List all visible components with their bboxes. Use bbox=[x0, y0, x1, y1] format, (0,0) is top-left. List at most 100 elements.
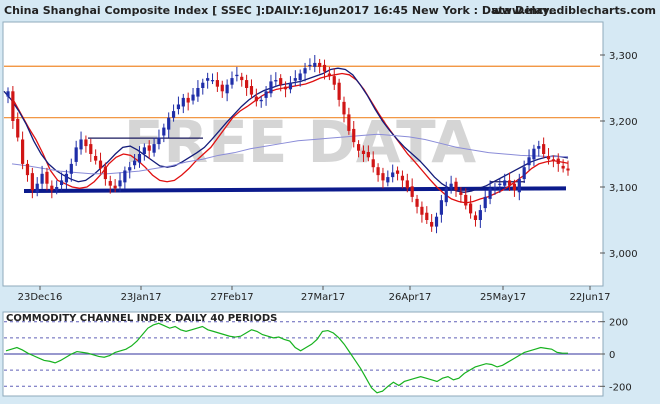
candle-body bbox=[522, 167, 526, 180]
candle-body bbox=[332, 76, 336, 85]
candle-body bbox=[469, 203, 473, 214]
candle-body bbox=[410, 186, 414, 197]
candle-body bbox=[308, 64, 312, 67]
candle-body bbox=[425, 212, 429, 220]
candle-body bbox=[142, 147, 146, 154]
candle-body bbox=[128, 167, 132, 171]
candle-body bbox=[464, 194, 468, 206]
candle-body bbox=[206, 78, 210, 81]
x-axis: 23Dec16 23Jan17 27Feb17 27Mar17 26Apr17 25May… bbox=[18, 286, 611, 303]
candle bbox=[89, 138, 93, 162]
candle-body bbox=[449, 183, 453, 189]
candle bbox=[191, 88, 195, 105]
candle-body bbox=[293, 78, 297, 81]
candle-body bbox=[391, 172, 395, 178]
candle bbox=[366, 145, 370, 162]
candle-body bbox=[454, 181, 458, 191]
candle-body bbox=[532, 148, 536, 160]
candle bbox=[371, 151, 375, 173]
candle-body bbox=[30, 173, 34, 191]
candle bbox=[25, 159, 30, 182]
candle-body bbox=[79, 139, 83, 150]
candle-body bbox=[84, 139, 88, 147]
candle bbox=[473, 211, 478, 227]
candle bbox=[395, 166, 400, 181]
x-tick-label: 23Jan17 bbox=[121, 292, 162, 303]
candle bbox=[381, 167, 385, 189]
candle bbox=[152, 137, 156, 157]
candle-body bbox=[283, 86, 288, 90]
candle bbox=[439, 194, 443, 223]
candle-body bbox=[254, 96, 258, 102]
candle-body bbox=[400, 175, 405, 181]
candle-body bbox=[352, 128, 356, 143]
candle bbox=[196, 80, 200, 102]
y-tick-label: 3,200 bbox=[609, 117, 638, 128]
candle-body bbox=[546, 155, 551, 160]
candle-body bbox=[313, 62, 317, 67]
candle-body bbox=[230, 78, 234, 85]
candle-body bbox=[133, 160, 137, 166]
candle-body bbox=[6, 91, 10, 97]
candle bbox=[123, 166, 127, 189]
candle-body bbox=[430, 221, 434, 227]
candle-body bbox=[98, 160, 103, 169]
candle bbox=[386, 170, 390, 187]
candle bbox=[210, 73, 215, 85]
candle bbox=[430, 214, 434, 232]
candle bbox=[79, 131, 83, 155]
candle-body bbox=[186, 97, 190, 103]
candle-body bbox=[288, 82, 293, 90]
candle-body bbox=[113, 185, 117, 189]
candle bbox=[142, 143, 146, 161]
site-link[interactable]: www.incrediblecharts.com bbox=[492, 4, 656, 17]
candle-body bbox=[322, 64, 327, 72]
candle-body bbox=[507, 180, 512, 186]
candle bbox=[35, 177, 39, 197]
candle-body bbox=[483, 196, 487, 209]
x-tick-label: 27Feb17 bbox=[210, 292, 253, 303]
candle-body bbox=[259, 99, 263, 102]
candle-body bbox=[274, 80, 278, 82]
candle-body bbox=[303, 68, 307, 74]
cci-y-tick-label: 0 bbox=[609, 350, 615, 361]
candle bbox=[425, 206, 429, 224]
candle-body bbox=[318, 62, 322, 67]
candle bbox=[347, 107, 351, 135]
candle bbox=[551, 155, 555, 168]
candle bbox=[84, 135, 88, 153]
candle bbox=[259, 95, 263, 108]
candle-body bbox=[327, 73, 331, 77]
x-tick-label: 26Apr17 bbox=[389, 292, 432, 303]
x-tick-label: 25May17 bbox=[480, 292, 526, 303]
candle-body bbox=[444, 188, 448, 203]
candle bbox=[303, 62, 307, 82]
candle-body bbox=[361, 150, 366, 154]
candle bbox=[171, 104, 176, 122]
candle-body bbox=[493, 187, 497, 189]
candle bbox=[298, 69, 302, 87]
candle bbox=[566, 160, 570, 176]
candle bbox=[240, 72, 244, 87]
candle bbox=[55, 180, 59, 195]
candle bbox=[137, 146, 142, 168]
candle-body bbox=[342, 101, 346, 115]
candle-body bbox=[249, 86, 254, 95]
candle bbox=[454, 177, 458, 197]
candle bbox=[74, 140, 78, 166]
candle-body bbox=[434, 216, 439, 227]
candle bbox=[201, 78, 205, 95]
candle-body bbox=[25, 163, 30, 176]
candle bbox=[162, 123, 166, 143]
candle-body bbox=[118, 180, 122, 187]
candle-body bbox=[517, 179, 521, 193]
candle bbox=[313, 55, 317, 73]
candle-body bbox=[405, 180, 409, 189]
candle-body bbox=[439, 200, 443, 215]
candle-body bbox=[503, 180, 507, 186]
candle-body bbox=[35, 183, 39, 193]
cci-title: COMMODITY CHANNEL INDEX DAILY 40 PERIODS bbox=[6, 313, 277, 324]
candle-body bbox=[337, 82, 341, 100]
candle-body bbox=[11, 91, 15, 121]
